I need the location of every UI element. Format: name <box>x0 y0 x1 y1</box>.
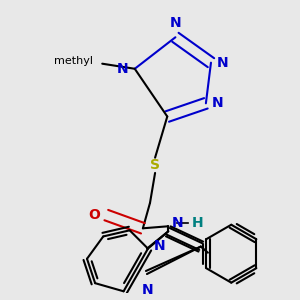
Text: O: O <box>88 208 100 222</box>
Text: N: N <box>171 216 183 230</box>
Text: N: N <box>217 56 229 70</box>
Text: H: H <box>192 216 204 230</box>
Text: N: N <box>212 96 224 110</box>
Text: N: N <box>117 62 129 76</box>
Text: N: N <box>154 238 166 253</box>
Text: S: S <box>150 158 160 172</box>
Text: methyl: methyl <box>54 56 93 66</box>
Text: N: N <box>169 16 181 30</box>
Text: N: N <box>142 283 154 297</box>
